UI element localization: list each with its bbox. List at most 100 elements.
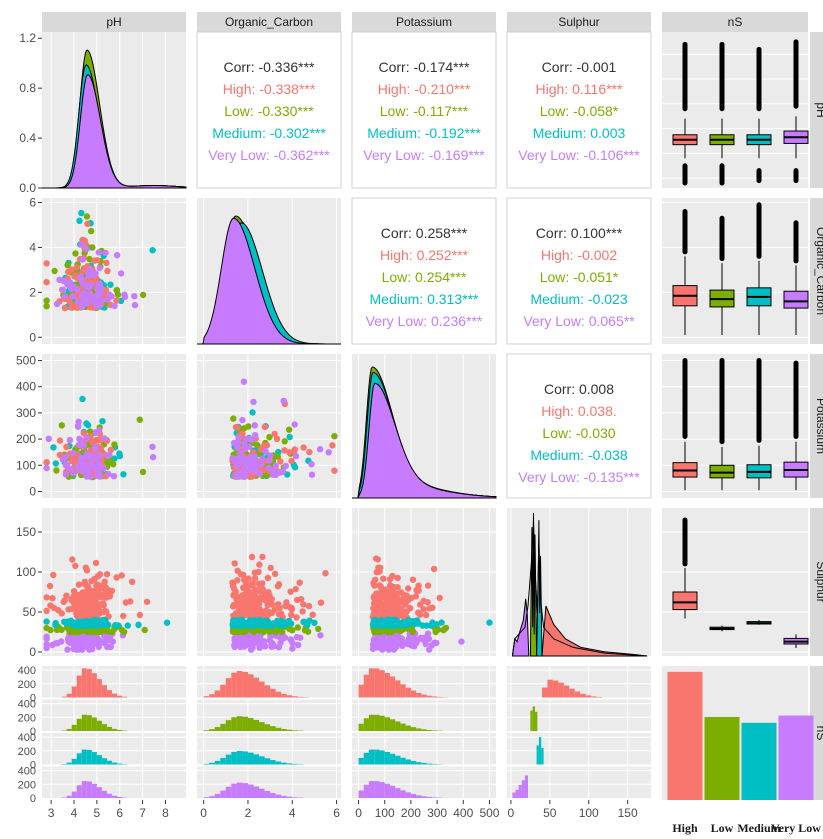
scatter-point-very-low [292, 452, 300, 460]
scatter-point-very-low [431, 639, 438, 646]
hist-bar-very-low [106, 793, 112, 798]
scatter-point-medium [415, 620, 422, 627]
scatter-point-high [400, 598, 407, 605]
x-tick-label: 200 [401, 806, 421, 820]
scatter-point-medium [391, 620, 398, 627]
scatter-point-high [322, 570, 329, 577]
scatter-point-very-low [77, 273, 84, 280]
strip-top-label: Sulphur [558, 15, 599, 29]
scatter-point-high [277, 458, 284, 465]
hist-bar-medium [264, 758, 271, 765]
hist-bar-high [405, 687, 411, 698]
corr-label: High: -0.210*** [378, 81, 471, 97]
x-tick-label: 0 [355, 806, 362, 820]
scatter-point-very-low [78, 440, 86, 447]
density-very-low [197, 217, 341, 345]
hist-bar-medium [286, 763, 293, 765]
hist-bar-medium [220, 757, 226, 765]
hist-bar-high [106, 690, 112, 698]
corr-label: Very Low: -0.106*** [518, 147, 640, 163]
hist-bar-low [410, 727, 417, 731]
strip-right-label: Potassium [814, 398, 823, 454]
scatter-point-high [405, 585, 412, 592]
hist-bar-very-low [410, 793, 417, 798]
scatter-point-high [43, 459, 50, 466]
scatter-point-high [374, 594, 381, 601]
scatter-point-very-low [59, 456, 66, 463]
scatter-point-high [66, 298, 73, 305]
scatter-point-very-low [78, 293, 86, 300]
scatter-point-very-low [246, 455, 253, 463]
scatter-point-high [287, 588, 294, 595]
scatter-point-high [46, 582, 54, 590]
scatter-point-very-low [83, 473, 90, 480]
scatter-point-high [69, 556, 76, 563]
corr-panel-r1-c3: Corr: 0.100*** High: -0.002 Low: -0.051* Me… [506, 197, 652, 345]
hist-bar-low [71, 724, 77, 731]
scatter-point-very-low [92, 300, 100, 307]
scatter-point-high [259, 612, 266, 619]
scatter-point-high [297, 596, 305, 603]
scatter-point-high [240, 571, 247, 578]
scatter-point-high [107, 446, 115, 453]
scatter-point-high [113, 574, 120, 581]
scatter-point-high [68, 304, 75, 311]
hist-bar-very-low [374, 781, 380, 798]
hist-bar-low [363, 718, 370, 731]
scatter-point-very-low [390, 646, 398, 653]
scatter-point-low [432, 628, 439, 636]
strip-right-Potassium [810, 354, 823, 498]
scatter-point-very-low [70, 636, 77, 643]
hist-bar-medium [247, 752, 254, 765]
strip-top-label: Organic_Carbon [225, 15, 313, 29]
scatter-point-high [61, 304, 69, 312]
scatter-point-very-low [380, 644, 387, 652]
hist-bar-high [101, 685, 107, 698]
scatter-point-very-low [265, 464, 272, 471]
x-tick-label: 0 [508, 806, 515, 820]
hist-bar-very-low [358, 790, 364, 798]
scatter-point-medium [274, 619, 281, 626]
hist-bar-very-low [521, 780, 525, 798]
scatter-point-high [60, 598, 67, 605]
scatter-point-very-low [86, 290, 94, 298]
scatter-point-high [245, 593, 253, 601]
scatter-point-medium [438, 619, 445, 626]
scatter-point-low [304, 628, 312, 635]
hist-bar-high [91, 673, 97, 698]
hist-bar-high [558, 682, 564, 698]
hist-bar-very-low [225, 786, 232, 798]
hist-bar-very-low [286, 796, 293, 798]
scatter-point-medium [300, 618, 307, 625]
hist-panel-c3 [507, 666, 651, 798]
scatter-point-high [370, 579, 377, 587]
hist-bar-very-low [384, 783, 390, 798]
hist-bar-low [259, 722, 265, 731]
hist-bar-medium [214, 760, 221, 765]
scatter-point-high [394, 574, 401, 582]
scatter-point-very-low [79, 256, 87, 263]
scatter-point-high [113, 297, 120, 304]
scatter-point-medium [116, 452, 124, 460]
scatter-point-very-low [268, 641, 275, 649]
count-bar-panel [662, 666, 814, 800]
scatter-point-high [106, 593, 114, 600]
scatter-point-high [380, 575, 387, 582]
y-tick-label: 400 [18, 766, 36, 778]
scatter-point-low [66, 628, 74, 636]
strip-top-Sulphur [507, 12, 651, 32]
scatter-point-very-low [381, 638, 388, 645]
hist-bar-low [91, 717, 97, 731]
scatter-point-low [72, 250, 79, 257]
y-tick-label: 6 [29, 195, 36, 209]
scatter-point-very-low [69, 449, 77, 457]
hist-bar-high [286, 695, 293, 698]
scatter-point-high [259, 553, 266, 561]
scatter-point-very-low [237, 642, 244, 649]
hist-bar-medium [281, 762, 287, 765]
panel-r3-c4 [662, 508, 809, 656]
hist-bar-high [369, 668, 375, 698]
scatter-point-low [289, 627, 296, 634]
hist-bar-high [220, 684, 226, 698]
hist-bar-low [231, 717, 237, 731]
